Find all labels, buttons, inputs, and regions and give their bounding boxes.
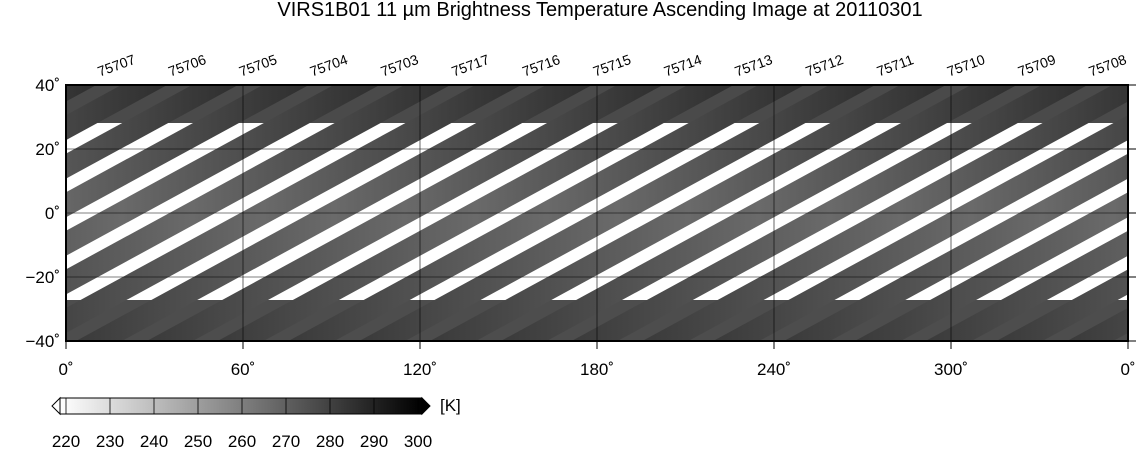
orbit-label: 75707 [95,51,137,79]
lon-tick-label: 300˚ [934,360,968,379]
swath [66,85,168,141]
colorbar-tick-label: 240 [140,432,168,451]
orbit-label: 75715 [591,51,633,79]
swath [1067,307,1128,341]
colorbar-tick-label: 290 [360,432,388,451]
colorbar-tick-label: 250 [184,432,212,451]
swath [854,192,1128,341]
swath [66,85,522,333]
colorbar-tick-label: 270 [272,432,300,451]
orbit-label: 75712 [803,51,845,79]
swath [1138,85,1142,341]
orbit-label: 75704 [308,51,350,79]
colorbar-tick-label: 280 [316,432,344,451]
swath [0,85,26,341]
swath [66,85,97,102]
swath [66,85,238,179]
lat-tick-label: 0˚ [45,204,60,223]
lon-tick-label: 240˚ [757,360,791,379]
colorbar [59,397,423,415]
colorbar-tick-label: 230 [96,432,124,451]
swath [66,85,451,295]
colorbar-tick-label: 260 [228,432,256,451]
swath [66,85,309,218]
lon-tick-label: 180˚ [580,360,614,379]
swath [713,115,1128,341]
orbit-label: 75703 [378,51,420,79]
orbit-label: 75711 [875,51,916,79]
orbit-label: 75710 [945,51,987,79]
colorbar-high-arrow [421,396,431,416]
orbit-label: 75713 [732,51,774,79]
swath [996,269,1128,341]
swath [925,230,1128,341]
lon-tick-label: 120˚ [403,360,437,379]
lat-tick-label: 40˚ [35,76,60,95]
title: VIRS1B01 11 µm Brightness Temperature As… [277,0,922,21]
lat-tick-label: −40˚ [26,332,61,351]
orbit-label: 75709 [1016,51,1058,79]
orbit-label: 75708 [1086,51,1128,79]
orbit-label: 75705 [237,51,279,79]
lat-tick-label: 20˚ [35,140,60,159]
lon-tick-label: 0˚ [58,360,73,379]
orbit-label: 75716 [520,51,562,79]
orbit-label: 75714 [662,51,704,79]
lon-tick-label: 60˚ [231,360,256,379]
colorbar-tick-label: 300 [404,432,432,451]
colorbar-tick-label: 220 [52,432,80,451]
orbit-label: 75706 [166,51,208,79]
swath [784,153,1128,341]
orbit-label: 75717 [449,51,491,79]
lon-tick-label: 0˚ [1120,360,1135,379]
lat-tick-label: −20˚ [26,268,61,287]
colorbar-unit: [K] [440,396,461,415]
colorbar-low-arrow [51,396,61,416]
